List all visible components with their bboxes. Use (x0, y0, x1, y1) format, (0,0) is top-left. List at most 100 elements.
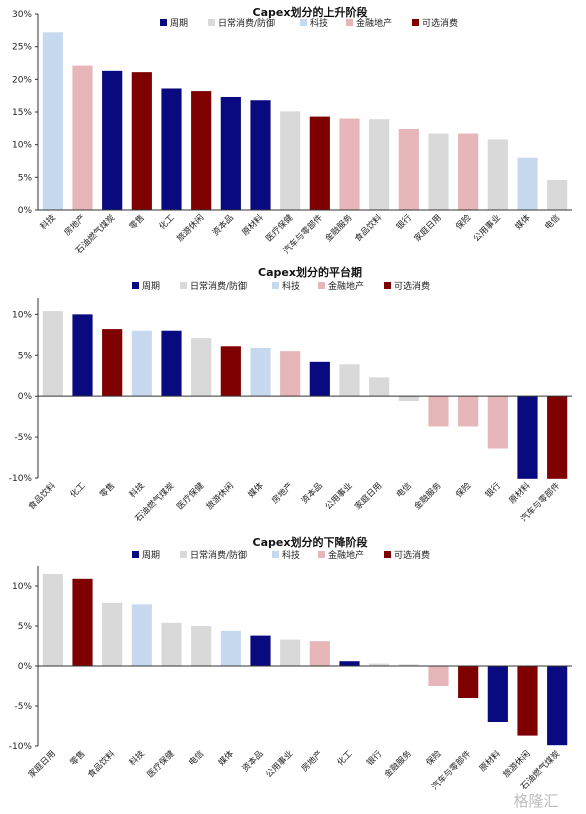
rise-category-label-10: 金融服务 (323, 212, 355, 244)
plateau-legend-label-2: 科技 (282, 280, 300, 292)
rise-legend-swatch-1 (208, 19, 215, 26)
decline-legend-label-4: 可选消费 (394, 549, 430, 561)
plateau-bar-6 (220, 346, 241, 397)
rise-bar-15 (487, 139, 508, 210)
rise-bar-8 (280, 111, 301, 210)
rise-y-tick-label-4: 20% (12, 75, 32, 85)
plateau-bar-16 (517, 396, 538, 479)
decline-bar-5 (191, 626, 212, 666)
plateau-category-label-13: 金融服务 (412, 480, 444, 512)
plateau-legend-swatch-0 (132, 282, 139, 289)
plateau-category-label-10: 公用事业 (323, 480, 355, 512)
decline-bar-3 (131, 604, 152, 666)
decline-bar-9 (309, 641, 330, 666)
decline-bar-7 (250, 635, 271, 666)
plateau-category-label-2: 零售 (97, 480, 117, 500)
decline-bar-6 (220, 630, 241, 666)
rise-y-tick-label-3: 15% (12, 108, 32, 118)
rise-bar-7 (250, 100, 271, 210)
decline-bar-13 (428, 666, 449, 686)
rise-category-label-6: 资本品 (210, 212, 236, 238)
plateau-bar-9 (309, 361, 330, 397)
plateau-y-tick-label-3: 5% (18, 351, 33, 361)
plateau-category-label-0: 食品饮料 (26, 480, 58, 512)
decline-category-label-11: 银行 (364, 748, 384, 768)
plateau-category-label-6: 旅游休闲 (204, 480, 236, 512)
decline-y-tick-label-2: 0% (18, 662, 33, 672)
decline-category-label-1: 零售 (68, 748, 88, 768)
decline-legend-swatch-1 (180, 551, 187, 558)
plateau-bar-13 (428, 396, 449, 427)
decline-category-label-13: 保险 (424, 748, 444, 768)
plateau-bar-8 (280, 351, 301, 397)
rise-legend-swatch-2 (300, 19, 307, 26)
plateau-legend-swatch-4 (384, 282, 391, 289)
rise-category-label-0: 科技 (38, 212, 58, 232)
chart-plateau-panel: Capex划分的平台期 周期 日常消费/防御 科技 金融地产 可选消费-10%-5%0%… (9, 265, 572, 524)
rise-category-label-12: 银行 (394, 212, 414, 232)
rise-bar-10 (339, 118, 360, 210)
rise-legend-label-0: 周期 (170, 18, 188, 29)
plateau-category-label-1: 化工 (68, 480, 88, 500)
rise-category-label-15: 公用事业 (471, 212, 503, 244)
rise-bar-0 (42, 32, 63, 210)
plateau-legend-label-0: 周期 (142, 281, 160, 292)
watermark-logo: 格隆汇 (513, 792, 558, 810)
plateau-category-label-3: 科技 (127, 480, 147, 500)
decline-category-label-12: 金融服务 (382, 748, 414, 780)
chart-decline-body: 周期 日常消费/防御 科技 金融地产 可选消费-10%-5%0%5%10%家庭日用 零售食… (9, 549, 572, 792)
decline-bar-1 (72, 578, 93, 666)
rise-category-label-5: 旅游休闲 (174, 212, 206, 244)
rise-y-tick-label-6: 30% (12, 10, 32, 20)
chart-decline-panel: Capex划分的下降阶段 周期 日常消费/防御 科技 金融地产 可选消费-10%-5%0… (9, 535, 572, 792)
rise-bar-9 (309, 116, 330, 210)
plateau-y-tick-label-0: -10% (9, 474, 33, 484)
plateau-legend-swatch-1 (180, 282, 187, 289)
rise-bar-11 (369, 119, 390, 210)
rise-bar-13 (428, 133, 449, 210)
decline-category-label-4: 医疗保健 (145, 748, 177, 780)
decline-category-label-6: 媒体 (216, 748, 236, 768)
decline-legend-label-0: 周期 (142, 550, 160, 561)
rise-category-label-16: 媒体 (513, 212, 533, 232)
rise-bar-14 (458, 133, 479, 210)
plateau-category-label-7: 媒体 (246, 480, 266, 500)
decline-category-label-3: 科技 (127, 748, 147, 768)
plateau-legend-label-3: 金融地产 (328, 280, 364, 292)
decline-category-label-8: 公用事业 (263, 748, 295, 780)
rise-legend-swatch-3 (346, 19, 353, 26)
decline-bar-8 (280, 639, 301, 666)
rise-category-label-14: 保险 (453, 212, 473, 232)
chart-rise-title: Capex划分的上升阶段 (253, 5, 368, 19)
plateau-bar-7 (250, 347, 271, 397)
rise-legend-label-1: 日常消费/防御 (218, 17, 275, 29)
decline-bar-15 (487, 666, 508, 722)
chart-plateau-body: 周期 日常消费/防御 科技 金融地产 可选消费-10%-5%0%5%10%食品饮料 化工零… (9, 280, 572, 524)
plateau-legend-label-4: 可选消费 (394, 280, 430, 292)
decline-legend-label-3: 金融地产 (328, 549, 364, 561)
decline-category-label-10: 化工 (335, 748, 355, 768)
plateau-bar-3 (131, 330, 152, 397)
rise-legend-label-4: 可选消费 (422, 17, 458, 29)
rise-legend-swatch-0 (160, 19, 167, 26)
decline-category-label-2: 食品饮料 (85, 748, 117, 780)
decline-bar-14 (458, 666, 479, 698)
decline-category-label-15: 原材料 (477, 748, 503, 774)
decline-y-tick-label-1: -5% (14, 702, 32, 712)
plateau-legend-swatch-2 (272, 282, 279, 289)
plateau-bar-4 (161, 330, 182, 397)
plateau-bar-0 (42, 311, 63, 397)
plateau-y-tick-label-1: -5% (14, 433, 32, 443)
decline-y-tick-label-0: -10% (9, 742, 33, 752)
decline-legend-label-1: 日常消费/防御 (190, 549, 247, 561)
rise-category-label-4: 化工 (157, 212, 177, 232)
rise-y-tick-label-5: 25% (12, 43, 32, 53)
plateau-category-label-5: 医疗保健 (174, 480, 206, 512)
rise-legend-swatch-4 (412, 19, 419, 26)
rise-legend-label-2: 科技 (310, 17, 328, 29)
rise-y-tick-label-1: 5% (18, 173, 33, 183)
decline-bar-17 (547, 666, 568, 746)
rise-bar-6 (220, 96, 241, 210)
decline-legend-label-2: 科技 (282, 549, 300, 561)
